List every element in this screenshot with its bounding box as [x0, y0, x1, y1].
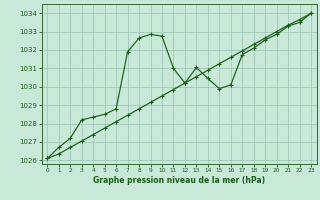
X-axis label: Graphe pression niveau de la mer (hPa): Graphe pression niveau de la mer (hPa) [93, 176, 265, 185]
